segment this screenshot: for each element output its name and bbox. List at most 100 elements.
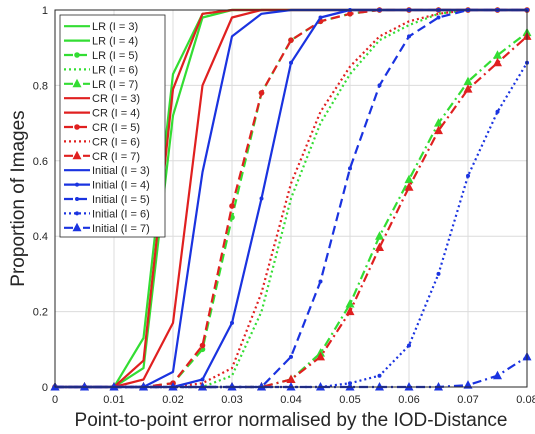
data-point: [434, 382, 443, 391]
data-point: [139, 382, 148, 391]
axes-box: [54, 9, 528, 388]
data-point: [434, 125, 443, 135]
legend-entry: LR (I = 4): [64, 36, 138, 48]
legend-label: LR (I = 7): [92, 79, 138, 91]
y-tick-label: 1: [42, 5, 48, 17]
x-tick-label: 0.04: [280, 394, 301, 406]
x-tick-label: 0.08: [516, 394, 535, 406]
x-tick-label: 0.01: [103, 394, 124, 406]
data-point: [493, 370, 502, 380]
x-tick-label: 0: [52, 394, 58, 406]
data-point: [257, 382, 266, 391]
legend-label: LR (I = 4): [92, 36, 138, 48]
data-point: [345, 306, 355, 316]
data-point: [258, 90, 265, 96]
data-point: [229, 203, 235, 209]
legend-label: LR (I = 5): [92, 50, 138, 62]
legend-entry: LR (I = 6): [64, 64, 138, 76]
legend-entry: LR (I = 7): [64, 78, 138, 91]
series-line: [55, 8, 527, 389]
data-point: [436, 15, 441, 20]
legend-entry: LR (I = 3): [64, 21, 138, 33]
legend-entry: Initial (I = 7): [64, 222, 150, 235]
x-tick-label: 0.06: [398, 394, 419, 406]
data-point: [286, 374, 296, 383]
legend-label: LR (I = 6): [92, 64, 138, 76]
data-point: [109, 382, 119, 391]
data-point: [199, 342, 206, 349]
y-tick-label: 0: [42, 382, 48, 394]
data-point: [463, 76, 473, 86]
x-tick-label: 0.05: [339, 394, 360, 406]
data-point: [377, 373, 382, 378]
legend-marker: [72, 222, 82, 232]
x-tick-label: 0.02: [162, 394, 183, 406]
series-4: [55, 8, 527, 389]
series-line: [55, 8, 527, 389]
legend-label: CR (I = 5): [92, 122, 140, 134]
data-point: [198, 382, 207, 391]
data-point: [404, 382, 414, 391]
data-point: [377, 83, 382, 88]
legend-label: CR (I = 6): [92, 136, 140, 148]
legend-marker: [75, 197, 79, 201]
data-point: [316, 351, 325, 361]
data-point: [200, 377, 205, 382]
legend-label: Initial (I = 5): [92, 194, 150, 206]
legend-entry: CR (I = 6): [64, 136, 140, 148]
tick-labels: 0 0.01 0.02 0.03 0.04 0.05 0.06 0.07 0.08 0 0.2 0.4…: [33, 5, 535, 406]
data-point: [407, 34, 411, 39]
data-point: [318, 15, 323, 20]
data-point: [348, 166, 352, 171]
legend-label: Initial (I = 3): [92, 165, 150, 177]
data-point: [463, 380, 473, 389]
legend-marker: [72, 150, 82, 160]
legend-label: LR (I = 3): [92, 21, 138, 33]
legend-entry: Initial (I = 3): [64, 165, 150, 177]
data-point: [493, 57, 502, 67]
data-point: [347, 10, 353, 17]
legend: LR (I = 3) LR (I = 4) LR (I = 5) LR (I = 6)…: [59, 14, 166, 238]
data-point: [316, 382, 325, 391]
legend-entry: CR (I = 4): [64, 108, 140, 120]
data-point: [80, 382, 89, 391]
data-point: [375, 382, 384, 391]
data-point: [168, 382, 178, 391]
data-point: [288, 37, 294, 43]
data-point: [495, 109, 500, 114]
legend-label: CR (I = 3): [92, 93, 140, 105]
series-9: [55, 8, 527, 389]
legend-marker: [75, 211, 79, 216]
legend-label: Initial (I = 7): [92, 223, 150, 235]
y-tick-label: 0.4: [33, 231, 48, 243]
data-point: [286, 382, 296, 391]
data-point: [375, 231, 384, 240]
legend-label: Initial (I = 4): [92, 180, 150, 192]
legend-entry: CR (I = 3): [64, 93, 140, 105]
legend-label: CR (I = 7): [92, 151, 140, 163]
legend-entry: LR (I = 5): [64, 50, 138, 62]
y-axis-title: Proportion of Images: [8, 110, 29, 286]
y-tick-label: 0.6: [33, 156, 48, 168]
legend-label: Initial (I = 6): [92, 208, 150, 220]
y-tick-label: 0.8: [33, 80, 48, 92]
data-point: [466, 173, 470, 178]
data-point: [289, 354, 293, 359]
legend-marker: [74, 52, 80, 58]
x-tick-label: 0.07: [457, 394, 478, 406]
legend-marker: [74, 124, 80, 130]
legend-label: CR (I = 4): [92, 108, 140, 120]
data-point: [345, 299, 355, 308]
data-point: [227, 382, 237, 391]
data-point: [493, 50, 502, 59]
y-tick-label: 0.2: [33, 307, 48, 319]
data-point: [404, 174, 414, 184]
data-point: [463, 84, 473, 93]
legend-entry: Initial (I = 4): [64, 180, 150, 192]
legend-marker: [72, 78, 82, 88]
data-point: [407, 343, 411, 348]
data-point: [434, 118, 443, 127]
legend-entry: Initial (I = 5): [64, 194, 150, 206]
data-point: [259, 196, 264, 201]
